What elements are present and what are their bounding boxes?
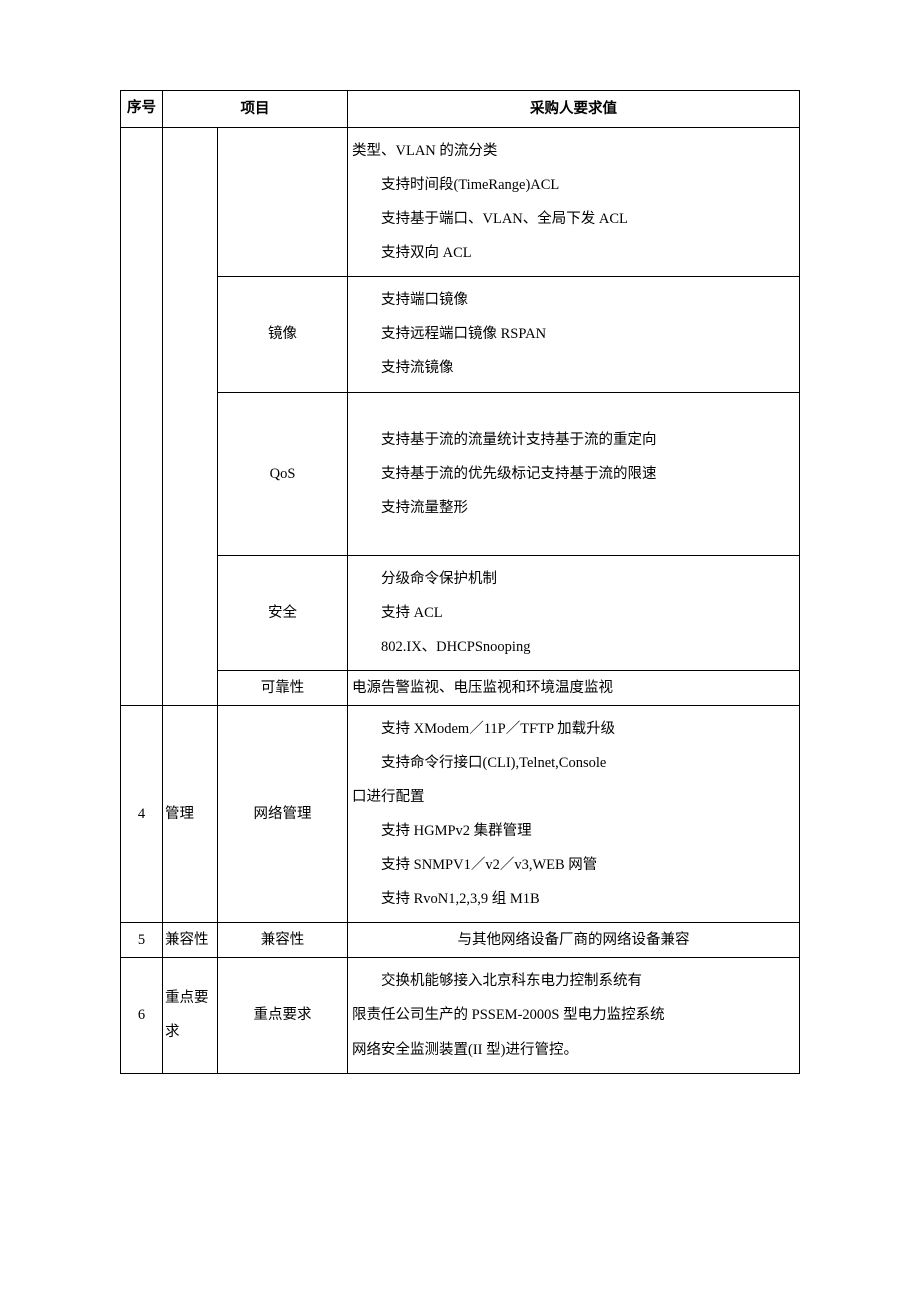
cell-cat: 重点要求 [163, 958, 218, 1073]
table-row: 5 兼容性 兼容性 与其他网络设备厂商的网络设备兼容 [121, 923, 800, 958]
req-text: 网络安全监测装置(II 型)进行管控。 [352, 1033, 795, 1067]
cell-cat: 兼容性 [163, 923, 218, 958]
cell-seq: 5 [121, 923, 163, 958]
req-text: 支持双向 ACL [352, 236, 795, 270]
req-text: 支持远程端口镜像 RSPAN [352, 317, 795, 351]
cell-item: 兼容性 [218, 923, 348, 958]
cell-item: 可靠性 [218, 670, 348, 705]
cell-seq [121, 128, 163, 706]
cell-req: 交换机能够接入北京科东电力控制系统有 限责任公司生产的 PSSEM-2000S … [348, 958, 800, 1073]
cell-item: 重点要求 [218, 958, 348, 1073]
cell-seq: 4 [121, 705, 163, 922]
req-text: 802.IX、DHCPSnooping [352, 630, 795, 664]
req-text: 支持 XModem／11P／TFTP 加载升级 [352, 712, 795, 746]
req-text: 口进行配置 [352, 780, 795, 814]
header-item: 项目 [163, 91, 348, 128]
req-text: 电源告警监视、电压监视和环境温度监视 [352, 671, 795, 705]
cell-req: 支持端口镜像 支持远程端口镜像 RSPAN 支持流镜像 [348, 277, 800, 392]
header-req: 采购人要求值 [348, 91, 800, 128]
table-header-row: 序号 项目 采购人要求值 [121, 91, 800, 128]
table-row: 镜像 支持端口镜像 支持远程端口镜像 RSPAN 支持流镜像 [121, 277, 800, 392]
cell-cat: 管理 [163, 705, 218, 922]
req-text: 支持时间段(TimeRange)ACL [352, 168, 795, 202]
req-text: 支持 ACL [352, 596, 795, 630]
req-text: 支持基于流的优先级标记支持基于流的限速 [352, 457, 795, 491]
req-text: 与其他网络设备厂商的网络设备兼容 [352, 923, 795, 957]
table-row: 安全 分级命令保护机制 支持 ACL 802.IX、DHCPSnooping [121, 555, 800, 670]
req-text: 支持流量整形 [352, 491, 795, 525]
document-page: 序号 项目 采购人要求值 类型、VLAN 的流分类 支持时间段(TimeRang… [0, 0, 920, 1074]
req-text: 支持 RvoN1,2,3,9 组 M1B [352, 882, 795, 916]
table-row: 可靠性 电源告警监视、电压监视和环境温度监视 [121, 670, 800, 705]
req-text: 支持基于端口、VLAN、全局下发 ACL [352, 202, 795, 236]
table-row: QoS 支持基于流的流量统计支持基于流的重定向 支持基于流的优先级标记支持基于流… [121, 392, 800, 555]
cell-req: 分级命令保护机制 支持 ACL 802.IX、DHCPSnooping [348, 555, 800, 670]
cell-req: 电源告警监视、电压监视和环境温度监视 [348, 670, 800, 705]
cell-cat [163, 128, 218, 706]
req-text: 类型、VLAN 的流分类 [352, 134, 795, 168]
cell-req: 支持基于流的流量统计支持基于流的重定向 支持基于流的优先级标记支持基于流的限速 … [348, 392, 800, 555]
cell-req: 与其他网络设备厂商的网络设备兼容 [348, 923, 800, 958]
cell-req: 支持 XModem／11P／TFTP 加载升级 支持命令行接口(CLI),Tel… [348, 705, 800, 922]
req-text: 支持端口镜像 [352, 283, 795, 317]
cell-item: 安全 [218, 555, 348, 670]
cell-item: 网络管理 [218, 705, 348, 922]
req-text: 支持 HGMPv2 集群管理 [352, 814, 795, 848]
req-text: 分级命令保护机制 [352, 562, 795, 596]
req-text: 交换机能够接入北京科东电力控制系统有 [352, 964, 795, 998]
cell-req: 类型、VLAN 的流分类 支持时间段(TimeRange)ACL 支持基于端口、… [348, 128, 800, 277]
cell-item: QoS [218, 392, 348, 555]
req-text: 限责任公司生产的 PSSEM-2000S 型电力监控系统 [352, 998, 795, 1032]
req-text: 支持命令行接口(CLI),Telnet,Console [352, 746, 795, 780]
req-text: 支持基于流的流量统计支持基于流的重定向 [352, 423, 795, 457]
header-seq: 序号 [121, 91, 163, 128]
cell-seq: 6 [121, 958, 163, 1073]
req-text: 支持流镜像 [352, 351, 795, 385]
table-row: 类型、VLAN 的流分类 支持时间段(TimeRange)ACL 支持基于端口、… [121, 128, 800, 277]
cell-item: 镜像 [218, 277, 348, 392]
table-row: 6 重点要求 重点要求 交换机能够接入北京科东电力控制系统有 限责任公司生产的 … [121, 958, 800, 1073]
requirements-table: 序号 项目 采购人要求值 类型、VLAN 的流分类 支持时间段(TimeRang… [120, 90, 800, 1074]
table-row: 4 管理 网络管理 支持 XModem／11P／TFTP 加载升级 支持命令行接… [121, 705, 800, 922]
cell-item [218, 128, 348, 277]
req-text: 支持 SNMPV1／v2／v3,WEB 网管 [352, 848, 795, 882]
